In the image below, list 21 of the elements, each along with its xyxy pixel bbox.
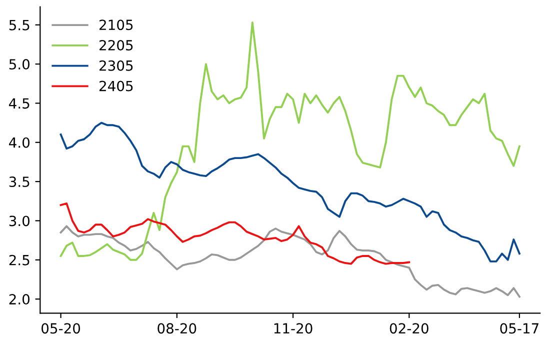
- x-tick-label: 02-20: [390, 323, 428, 334]
- y-tick-label: 2.5: [9, 254, 30, 266]
- legend-label: 2405: [100, 80, 133, 92]
- y-tick-label: 4.5: [9, 98, 30, 109]
- line-series: [60, 225, 520, 298]
- legend-label: 2305: [100, 60, 133, 71]
- x-tick-label: 08-20: [158, 323, 196, 334]
- x-tick-label: 11-20: [274, 323, 312, 334]
- y-tick-label: 3.0: [9, 216, 30, 226]
- y-tick-label: 4.0: [9, 137, 30, 148]
- line-series: [60, 202, 410, 265]
- y-tick-label: 3.5: [9, 176, 30, 188]
- y-tick-label: 5.5: [9, 20, 30, 30]
- y-tick-label: 2.0: [9, 294, 30, 305]
- line-series: [60, 22, 520, 261]
- legend-label: 2205: [100, 40, 133, 50]
- line-series: [60, 122, 520, 262]
- x-tick-label: 05-17: [500, 323, 538, 334]
- y-tick-label: 5.0: [9, 59, 30, 70]
- legend-label: 2105: [100, 20, 133, 30]
- x-tick-label: 05-20: [42, 323, 80, 334]
